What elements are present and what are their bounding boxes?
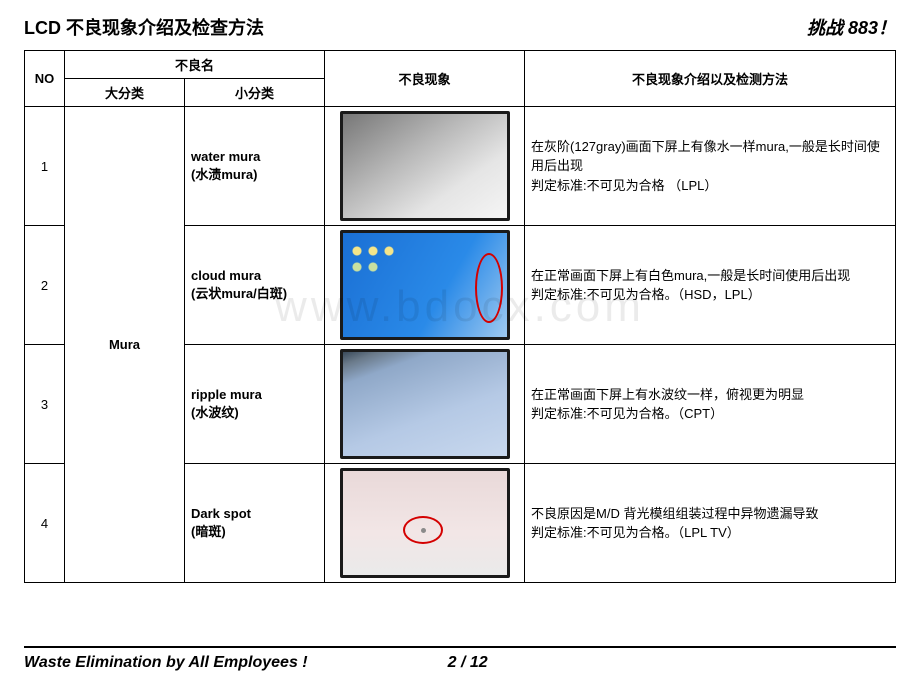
phenomenon-image-cell [325, 345, 525, 464]
footer-page: 2 / 12 [448, 654, 488, 672]
main-category-cell: Mura [65, 107, 185, 583]
col-no: NO [25, 51, 65, 107]
sub-en: ripple mura [191, 387, 262, 402]
sub-category-cell: Dark spot (暗斑) [185, 464, 325, 583]
sub-zh: (水渍mura) [191, 167, 257, 182]
description-cell: 在正常画面下屏上有白色mura,一般是长时间使用后出现判定标准:不可见为合格。（… [525, 226, 896, 345]
dark-spot-mark [421, 528, 426, 533]
col-description: 不良现象介绍以及检测方法 [525, 51, 896, 107]
sub-zh: (云状mura/白斑) [191, 286, 287, 301]
phenomenon-image-cell [325, 107, 525, 226]
sub-category-cell: cloud mura (云状mura/白斑) [185, 226, 325, 345]
sub-category-cell: water mura (水渍mura) [185, 107, 325, 226]
sub-category-cell: ripple mura (水波纹) [185, 345, 325, 464]
footer-left: Waste Elimination by All Employees ! [24, 654, 308, 672]
sub-en: Dark spot [191, 506, 251, 521]
sub-en: water mura [191, 149, 260, 164]
row-no: 2 [25, 226, 65, 345]
description-cell: 在正常画面下屏上有水波纹一样，俯视更为明显判定标准:不可见为合格。（CPT） [525, 345, 896, 464]
sub-zh: (水波纹) [191, 405, 239, 420]
col-phenomenon: 不良现象 [325, 51, 525, 107]
col-defect-name: 不良名 [65, 51, 325, 79]
page-title: LCD 不良现象介绍及检查方法 [24, 14, 264, 40]
phenomenon-thumb [340, 230, 510, 340]
phenomenon-image-cell [325, 226, 525, 345]
col-main-cat: 大分类 [65, 79, 185, 107]
row-no: 1 [25, 107, 65, 226]
defect-table: NO 不良名 不良现象 不良现象介绍以及检测方法 大分类 小分类 1Murawa… [24, 50, 896, 583]
row-no: 4 [25, 464, 65, 583]
page-slogan: 挑战 883！ [807, 14, 896, 40]
page-footer: Waste Elimination by All Employees ! 2 /… [24, 646, 896, 672]
description-cell: 不良原因是M/D 背光模组组装过程中异物遗漏导致判定标准:不可见为合格。（LPL… [525, 464, 896, 583]
phenomenon-image-cell [325, 464, 525, 583]
row-no: 3 [25, 345, 65, 464]
phenomenon-thumb [340, 111, 510, 221]
description-cell: 在灰阶(127gray)画面下屏上有像水一样mura,一般是长时间使用后出现判定… [525, 107, 896, 226]
sub-zh: (暗斑) [191, 524, 226, 539]
phenomenon-thumb [340, 468, 510, 578]
col-sub-cat: 小分类 [185, 79, 325, 107]
phenomenon-thumb [340, 349, 510, 459]
sub-en: cloud mura [191, 268, 261, 283]
highlight-oval [475, 253, 503, 323]
